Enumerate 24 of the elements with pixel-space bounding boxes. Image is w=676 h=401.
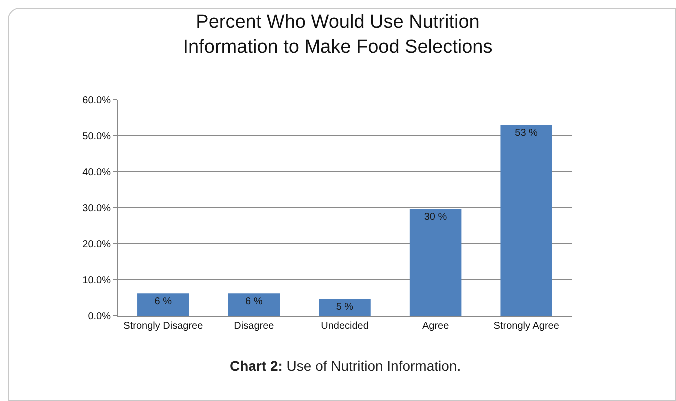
y-tick-label: 60.0% (82, 96, 112, 106)
chart-title: Percent Who Would Use Nutrition Information to Make Food Selections (183, 12, 493, 58)
bar (319, 299, 371, 316)
bar (410, 209, 462, 316)
y-tick-label: 50.0% (82, 132, 112, 142)
data-label: 5 % (336, 302, 354, 314)
data-label: 6 % (154, 296, 172, 308)
y-tick-label: 0.0% (88, 312, 112, 322)
data-label: 6 % (246, 296, 263, 308)
caption: Chart 2: Use of Nutrition Information. (230, 358, 462, 374)
x-tick-label: Disagree (234, 321, 275, 332)
data-label: 30 % (424, 212, 448, 224)
bar (228, 294, 280, 316)
y-tick-label: 40.0% (82, 168, 112, 178)
x-tick-label: Strongly Disagree (124, 321, 204, 332)
y-tick-label: 20.0% (82, 240, 112, 250)
y-tick-label: 30.0% (82, 204, 112, 214)
y-tick-label: 10.0% (82, 276, 112, 286)
bar (138, 294, 190, 316)
x-tick-label: Undecided (321, 321, 369, 332)
x-tick-label: Strongly Agree (494, 321, 560, 332)
x-tick-label: Agree (422, 321, 450, 332)
bar (500, 125, 552, 316)
data-label: 53 % (515, 128, 538, 140)
